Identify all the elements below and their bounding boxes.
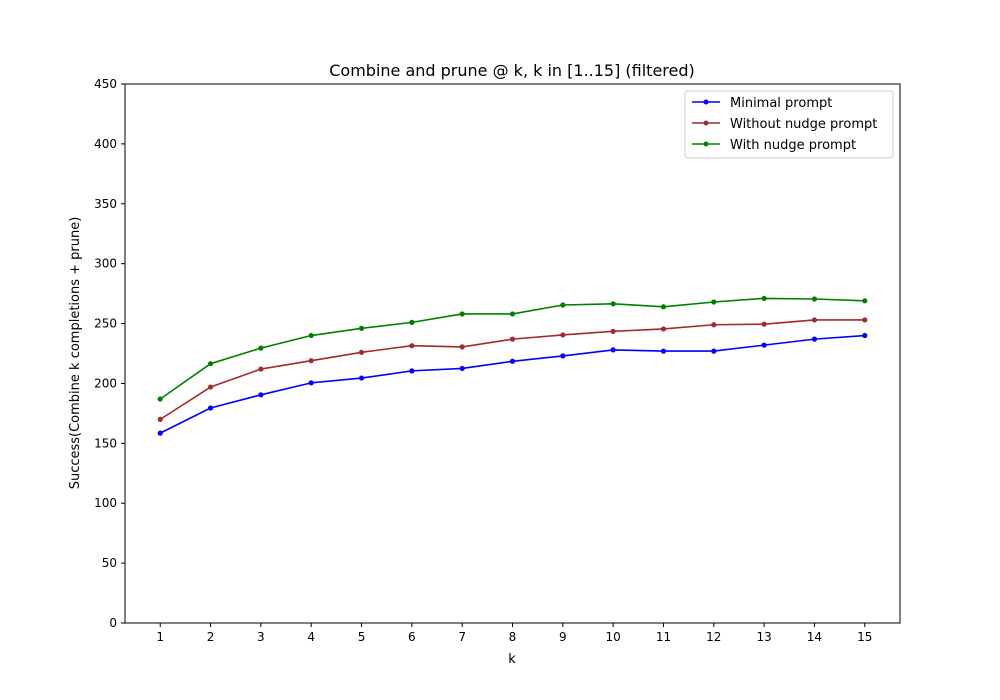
data-point-with-nudge-prompt-k11 xyxy=(660,304,667,310)
x-tick-label-14: 14 xyxy=(807,630,822,644)
data-point-with-nudge-prompt-k8 xyxy=(509,311,516,317)
data-point-with-nudge-prompt-k14 xyxy=(811,296,818,302)
y-tick-label-150: 150 xyxy=(94,436,117,450)
x-tick-label-10: 10 xyxy=(606,630,621,644)
data-point-without-nudge-prompt-k5 xyxy=(358,349,365,355)
data-point-minimal-prompt-k8 xyxy=(509,358,516,364)
legend-label-with-nudge-prompt: With nudge prompt xyxy=(730,138,856,153)
legend-marker-minimal-prompt xyxy=(703,99,709,105)
y-tick-label-100: 100 xyxy=(94,496,117,510)
legend-marker-with-nudge-prompt xyxy=(703,141,709,147)
data-point-without-nudge-prompt-k11 xyxy=(660,326,667,332)
legend-entry-minimal-prompt: Minimal prompt xyxy=(692,96,832,111)
data-point-without-nudge-prompt-k13 xyxy=(761,321,767,327)
data-point-without-nudge-prompt-k3 xyxy=(258,366,264,372)
legend-label-without-nudge-prompt: Without nudge prompt xyxy=(730,117,877,132)
y-tick-label-350: 350 xyxy=(94,197,117,211)
data-point-with-nudge-prompt-k4 xyxy=(308,332,314,339)
data-point-without-nudge-prompt-k7 xyxy=(459,344,465,350)
data-point-without-nudge-prompt-k9 xyxy=(560,332,566,338)
data-point-without-nudge-prompt-k6 xyxy=(409,343,415,349)
y-axis-label: Success(Combine k completions + prune) xyxy=(68,217,83,490)
data-point-minimal-prompt-k11 xyxy=(660,348,667,354)
y-tick-label-250: 250 xyxy=(94,317,117,331)
x-axis-label: k xyxy=(508,652,516,667)
data-point-minimal-prompt-k5 xyxy=(358,375,365,381)
data-point-without-nudge-prompt-k2 xyxy=(207,384,214,390)
x-tick-label-12: 12 xyxy=(706,630,721,644)
legend-marker-without-nudge-prompt xyxy=(703,120,709,126)
x-tick-label-1: 1 xyxy=(156,630,164,644)
data-point-without-nudge-prompt-k1 xyxy=(157,416,163,422)
data-point-with-nudge-prompt-k1 xyxy=(157,396,163,402)
x-tick-label-4: 4 xyxy=(307,630,315,644)
data-point-with-nudge-prompt-k10 xyxy=(610,301,616,307)
data-point-with-nudge-prompt-k15 xyxy=(862,298,868,304)
data-point-without-nudge-prompt-k4 xyxy=(308,358,314,364)
legend: Minimal prompt Without nudge prompt With… xyxy=(684,90,894,159)
data-point-with-nudge-prompt-k12 xyxy=(711,299,717,305)
data-point-minimal-prompt-k1 xyxy=(157,430,163,436)
legend-entry-without-nudge-prompt: Without nudge prompt xyxy=(692,117,877,132)
y-tick-label-450: 450 xyxy=(94,77,117,91)
data-point-with-nudge-prompt-k5 xyxy=(358,325,365,331)
data-point-minimal-prompt-k9 xyxy=(560,353,566,359)
x-tick-label-13: 13 xyxy=(756,630,771,644)
data-point-with-nudge-prompt-k3 xyxy=(258,345,264,351)
y-tick-label-400: 400 xyxy=(94,137,117,151)
data-point-without-nudge-prompt-k14 xyxy=(811,317,818,323)
data-point-minimal-prompt-k12 xyxy=(711,348,717,354)
x-tick-label-3: 3 xyxy=(257,630,265,644)
legend-label-minimal-prompt: Minimal prompt xyxy=(730,96,832,111)
data-point-with-nudge-prompt-k9 xyxy=(560,302,566,308)
y-tick-label-300: 300 xyxy=(94,257,117,271)
data-point-with-nudge-prompt-k2 xyxy=(207,361,214,367)
plot-area: 1 2 3 4 5 6 7 8 9 10 11 12 13 14 150501001502002503003… xyxy=(94,77,872,644)
data-point-minimal-prompt-k7 xyxy=(459,365,465,372)
data-point-without-nudge-prompt-k12 xyxy=(711,322,717,328)
data-point-minimal-prompt-k10 xyxy=(610,347,616,353)
x-tick-label-6: 6 xyxy=(408,630,416,644)
y-tick-label-0: 0 xyxy=(109,616,117,630)
data-point-without-nudge-prompt-k15 xyxy=(862,317,868,323)
data-point-minimal-prompt-k2 xyxy=(207,405,214,411)
data-point-without-nudge-prompt-k10 xyxy=(610,328,616,334)
data-point-minimal-prompt-k15 xyxy=(862,332,868,339)
plot-frame xyxy=(124,83,901,624)
chart-title: Combine and prune @ k, k in [1..15] (fil… xyxy=(329,61,695,80)
x-tick-label-11: 11 xyxy=(656,630,671,644)
data-point-minimal-prompt-k6 xyxy=(409,368,415,374)
x-tick-label-8: 8 xyxy=(509,630,517,644)
x-tick-label-5: 5 xyxy=(358,630,366,644)
data-point-without-nudge-prompt-k8 xyxy=(509,336,516,342)
data-point-with-nudge-prompt-k13 xyxy=(761,295,767,302)
data-point-with-nudge-prompt-k6 xyxy=(409,319,415,325)
y-tick-label-50: 50 xyxy=(102,556,117,570)
y-tick-label-200: 200 xyxy=(94,376,117,390)
legend-entry-with-nudge-prompt: With nudge prompt xyxy=(692,138,856,153)
legend-box xyxy=(684,90,894,159)
data-point-with-nudge-prompt-k7 xyxy=(459,311,465,317)
data-point-minimal-prompt-k13 xyxy=(761,342,767,348)
data-point-minimal-prompt-k4 xyxy=(308,380,314,386)
x-tick-label-9: 9 xyxy=(559,630,567,644)
x-tick-label-7: 7 xyxy=(458,630,466,644)
data-point-minimal-prompt-k14 xyxy=(811,336,818,342)
x-tick-label-2: 2 xyxy=(207,630,215,644)
data-point-minimal-prompt-k3 xyxy=(258,392,264,398)
x-tick-label-15: 15 xyxy=(857,630,872,644)
